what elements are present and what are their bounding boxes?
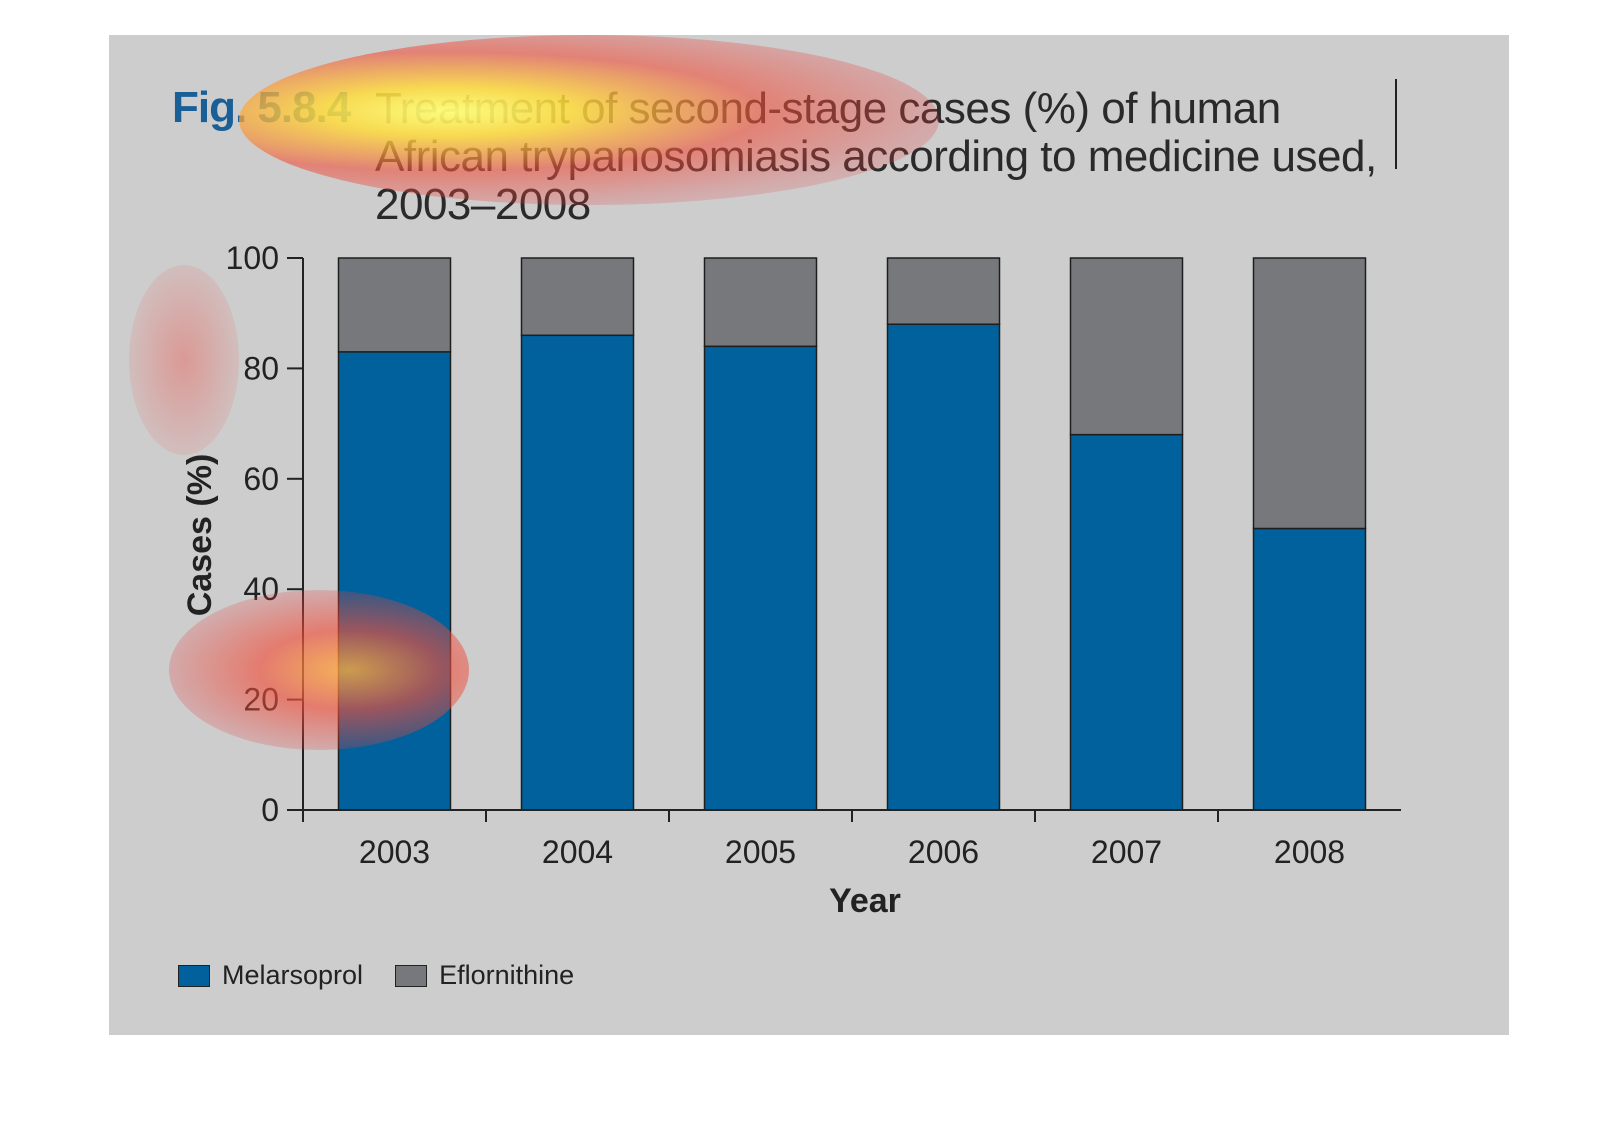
y-tick-label: 0 [261,792,279,828]
y-tick-label: 20 [243,682,279,718]
x-tick-label: 2006 [908,834,979,870]
y-tick-label: 100 [226,240,279,276]
bar-melarsoprol-2004 [520,334,635,811]
bar-melarsoprol-2005 [703,345,818,811]
x-tick-label: 2005 [725,834,796,870]
legend-item-eflornithine: Eflornithine [395,960,574,991]
y-axis-title: Cases (%) [181,454,219,617]
bar-eflornithine-2007 [1069,257,1184,436]
bar-melarsoprol-2007 [1069,433,1184,811]
bars-group [337,257,1367,811]
x-tick-label: 2008 [1274,834,1345,870]
bar-eflornithine-2008 [1252,257,1367,530]
legend: Melarsoprol Eflornithine [178,960,606,991]
figure-panel: Fig. 5.8.4 Treatment of second-stage cas… [109,35,1509,1035]
y-tick-label: 80 [243,350,279,386]
x-axis-title: Year [829,882,901,920]
bar-eflornithine-2003 [337,257,452,353]
x-tick-label: 2007 [1091,834,1162,870]
bar-eflornithine-2004 [520,257,635,337]
legend-swatch-eflornithine [395,964,428,987]
y-tick-label: 40 [243,571,279,607]
legend-swatch-melarsoprol [178,964,210,987]
x-tick-label: 2004 [542,834,613,870]
bar-melarsoprol-2008 [1252,527,1367,811]
stacked-bar-chart: 2003 2004 2005 2006 2007 2008 0 20 40 60 80 100 Cas… [181,240,1401,920]
decorative-rule [1395,79,1397,169]
x-tick-label: 2003 [359,834,430,870]
bar-melarsoprol-2006 [886,323,1001,811]
bar-melarsoprol-2003 [337,351,452,811]
legend-label-melarsoprol: Melarsoprol [222,960,364,990]
legend-label-eflornithine: Eflornithine [439,960,575,990]
y-tick-label: 60 [243,461,279,497]
bar-eflornithine-2005 [703,257,818,348]
legend-item-melarsoprol: Melarsoprol [178,960,363,991]
bar-eflornithine-2006 [886,257,1001,325]
